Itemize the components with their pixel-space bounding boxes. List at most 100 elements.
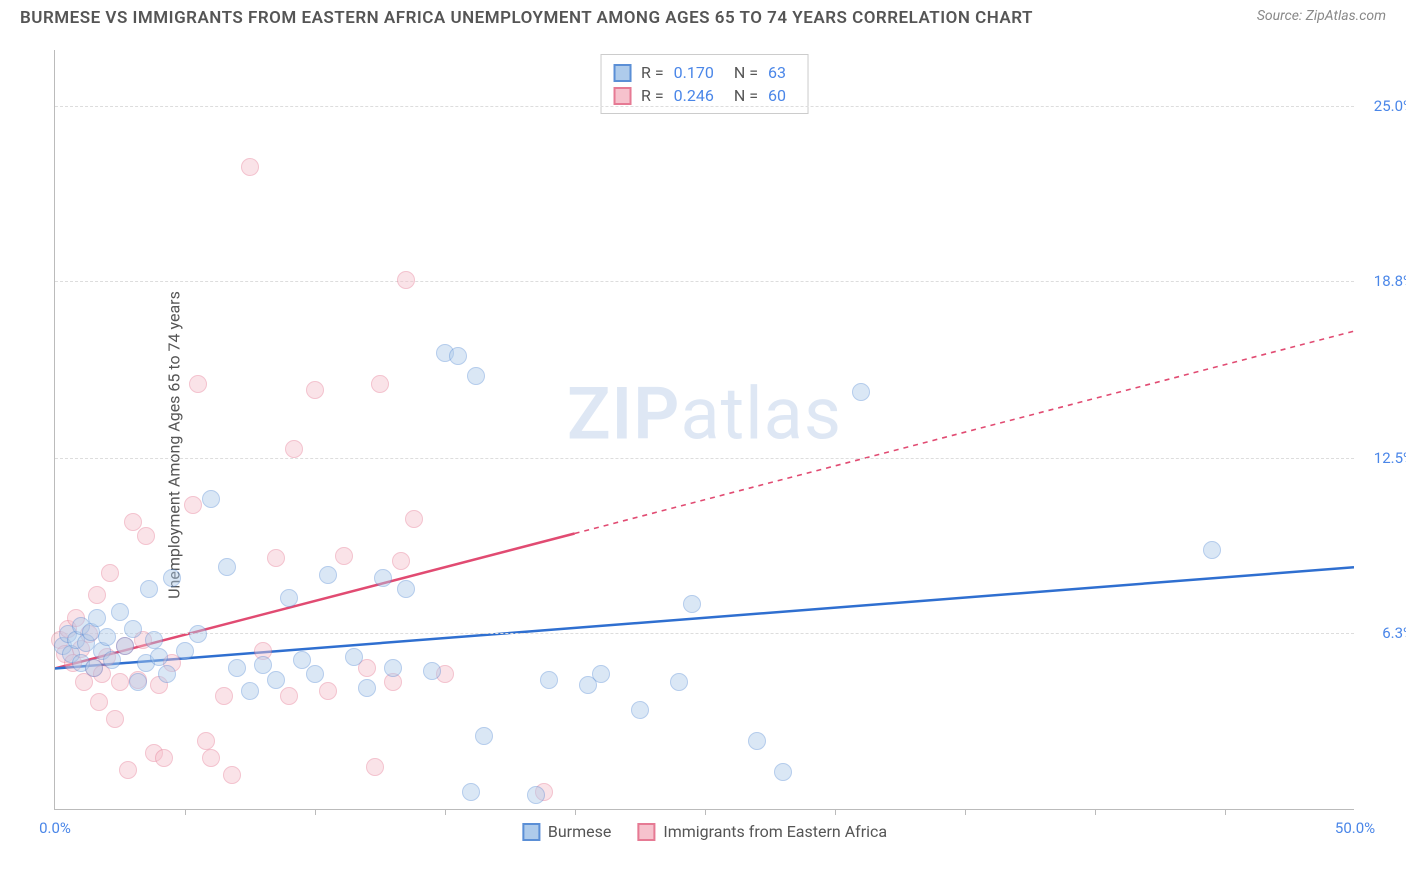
point-pink xyxy=(371,375,389,393)
point-blue xyxy=(631,701,649,719)
point-blue xyxy=(116,637,134,655)
x-tick xyxy=(1095,809,1096,815)
point-blue xyxy=(158,665,176,683)
gridline xyxy=(55,633,1354,634)
point-pink xyxy=(111,673,129,691)
legend-label: Burmese xyxy=(548,822,611,841)
point-pink xyxy=(215,687,233,705)
point-blue xyxy=(1203,541,1221,559)
point-blue xyxy=(241,682,259,700)
stat-n-value: 60 xyxy=(768,86,786,105)
point-blue xyxy=(202,490,220,508)
point-pink xyxy=(202,749,220,767)
point-blue xyxy=(475,727,493,745)
stat-n-label: N = xyxy=(734,86,758,105)
point-pink xyxy=(335,547,353,565)
chart-container: Unemployment Among Ages 65 to 74 years Z… xyxy=(44,50,1384,840)
point-blue xyxy=(98,628,116,646)
point-pink xyxy=(88,586,106,604)
stats-row: R = 0.246 N = 60 xyxy=(613,84,796,107)
point-blue xyxy=(111,603,129,621)
legend-item: Burmese xyxy=(522,822,611,841)
point-blue xyxy=(88,609,106,627)
y-tick-label: 25.0% xyxy=(1359,97,1406,115)
point-pink xyxy=(392,552,410,570)
stat-r-value: 0.170 xyxy=(674,63,714,82)
x-tick xyxy=(445,809,446,815)
point-blue xyxy=(670,673,688,691)
point-pink xyxy=(241,158,259,176)
point-blue xyxy=(306,665,324,683)
point-blue xyxy=(150,648,168,666)
point-blue xyxy=(358,679,376,697)
point-pink xyxy=(285,440,303,458)
point-blue xyxy=(683,595,701,613)
legend-swatch xyxy=(613,87,631,105)
point-blue xyxy=(592,665,610,683)
point-blue xyxy=(163,569,181,587)
point-blue xyxy=(540,671,558,689)
stat-r-label: R = xyxy=(641,86,664,105)
point-blue xyxy=(228,659,246,677)
point-pink xyxy=(223,766,241,784)
x-tick xyxy=(575,809,576,815)
point-blue xyxy=(449,347,467,365)
point-blue xyxy=(124,620,142,638)
point-blue xyxy=(462,783,480,801)
source-label: Source: ZipAtlas.com xyxy=(1257,8,1386,24)
point-blue xyxy=(267,671,285,689)
point-blue xyxy=(774,763,792,781)
point-pink xyxy=(366,758,384,776)
point-blue xyxy=(140,580,158,598)
legend-swatch xyxy=(522,823,540,841)
point-blue xyxy=(467,367,485,385)
point-pink xyxy=(405,510,423,528)
point-blue xyxy=(103,651,121,669)
series-legend: Burmese Immigrants from Eastern Africa xyxy=(522,822,887,841)
point-blue xyxy=(384,659,402,677)
stats-row: R =0.170N =63 xyxy=(613,61,796,84)
point-pink xyxy=(184,496,202,514)
point-blue xyxy=(852,383,870,401)
point-pink xyxy=(90,693,108,711)
point-blue xyxy=(176,642,194,660)
x-tick xyxy=(705,809,706,815)
x-tick xyxy=(965,809,966,815)
point-pink xyxy=(189,375,207,393)
legend-swatch xyxy=(637,823,655,841)
x-tick xyxy=(185,809,186,815)
point-pink xyxy=(397,271,415,289)
point-blue xyxy=(345,648,363,666)
legend-label: Immigrants from Eastern Africa xyxy=(663,822,887,841)
y-tick-label: 12.5% xyxy=(1359,449,1406,467)
point-pink xyxy=(119,761,137,779)
point-blue xyxy=(423,662,441,680)
point-blue xyxy=(319,566,337,584)
stats-legend: R = 0.170 N = 63 R = 0.246 N = 60 xyxy=(600,54,809,114)
point-blue xyxy=(129,673,147,691)
point-pink xyxy=(155,749,173,767)
point-blue xyxy=(218,558,236,576)
y-tick-label: 6.3% xyxy=(1359,624,1406,642)
plot-area: ZIPatlas R =0.170N =63R =0.246N =60 Burm… xyxy=(54,50,1354,810)
point-pink xyxy=(280,687,298,705)
stat-n-label: N = xyxy=(734,63,758,82)
x-tick xyxy=(1225,809,1226,815)
point-blue xyxy=(145,631,163,649)
gridline xyxy=(55,281,1354,282)
stat-n-value: 63 xyxy=(768,63,786,82)
point-blue xyxy=(280,589,298,607)
point-pink xyxy=(306,381,324,399)
x-tick xyxy=(835,809,836,815)
point-blue xyxy=(374,569,392,587)
y-tick-label: 18.8% xyxy=(1359,272,1406,290)
point-pink xyxy=(267,549,285,567)
point-blue xyxy=(748,732,766,750)
legend-swatch xyxy=(613,64,631,82)
gridline xyxy=(55,458,1354,459)
point-blue xyxy=(85,659,103,677)
x-tick-label: 0.0% xyxy=(39,819,71,837)
x-tick-label: 50.0% xyxy=(1335,819,1375,837)
stat-r-value: 0.246 xyxy=(674,86,714,105)
point-pink xyxy=(319,682,337,700)
